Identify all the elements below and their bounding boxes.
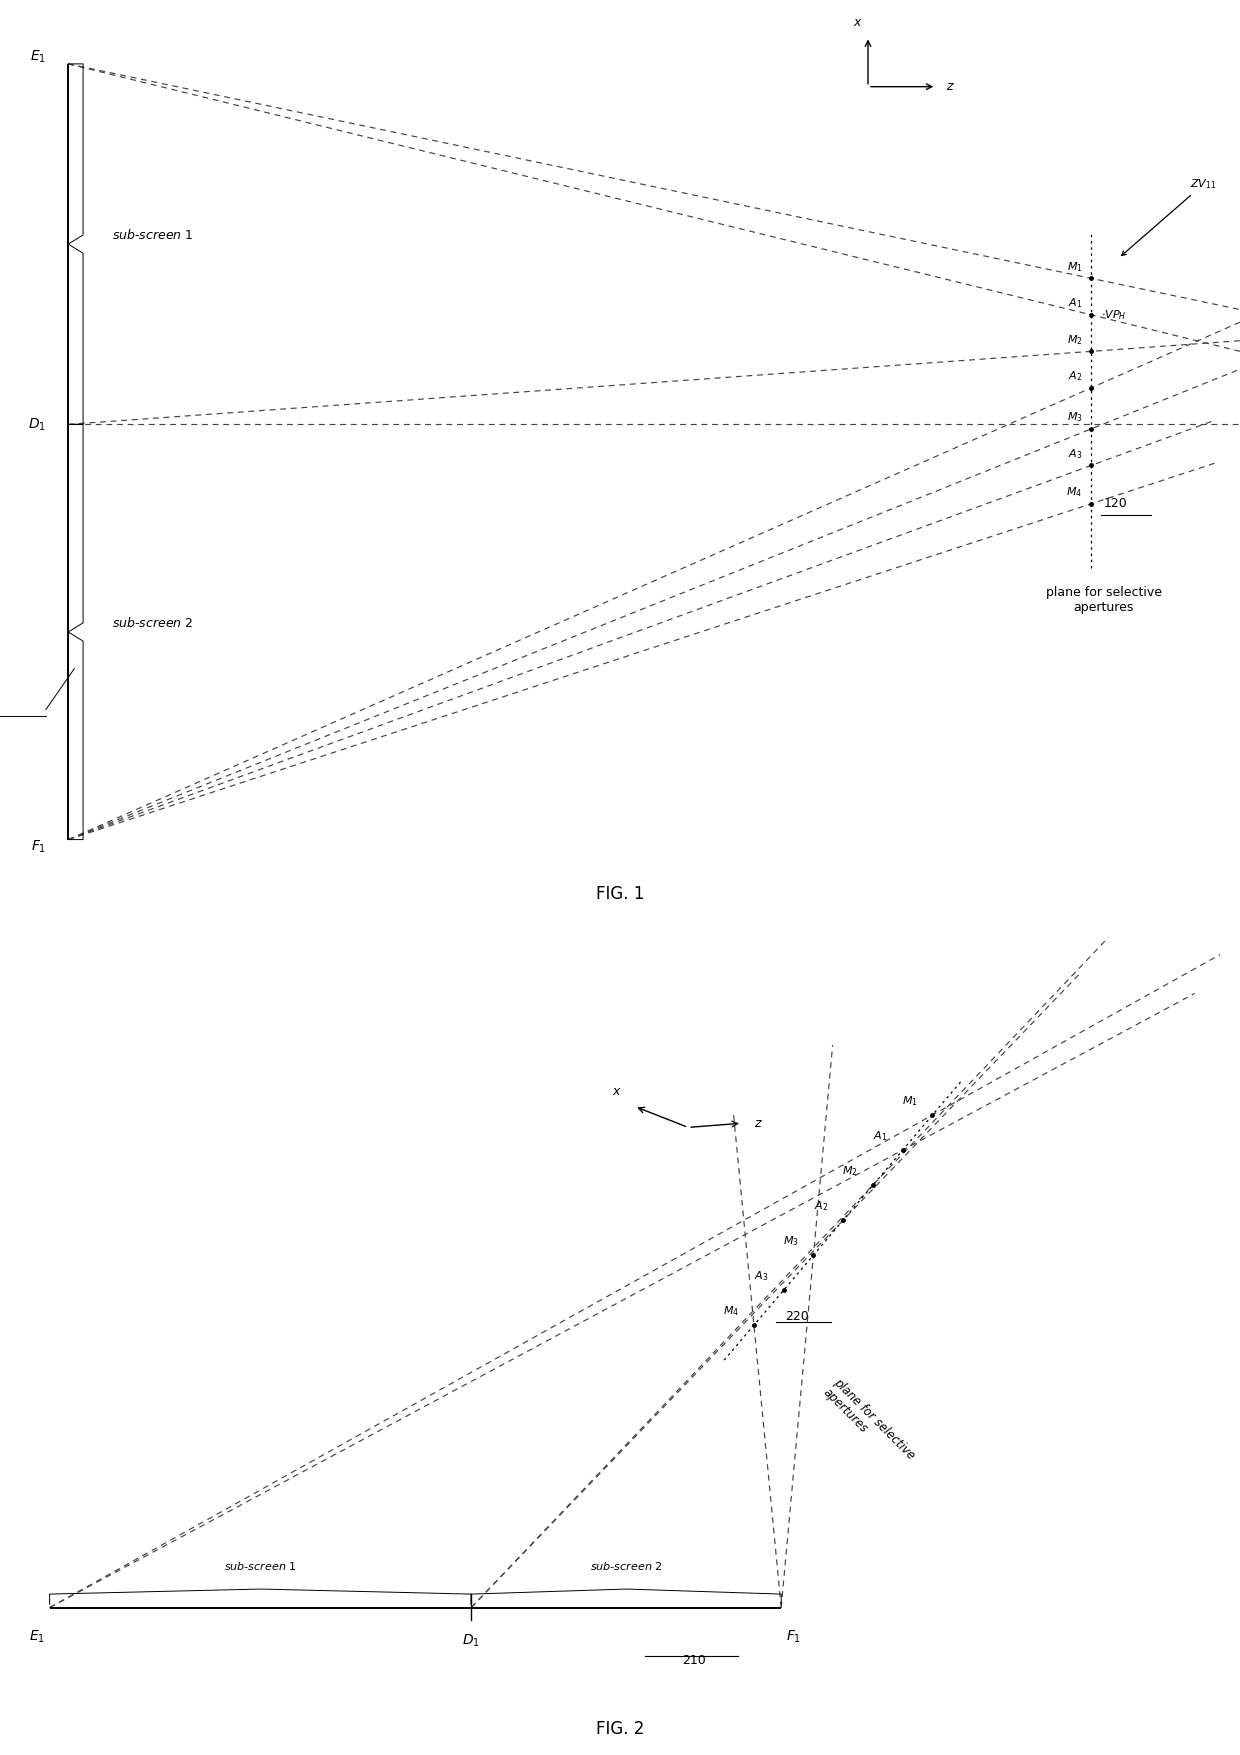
Text: $M_4$: $M_4$ [723,1304,739,1318]
Text: plane for selective
apertures: plane for selective apertures [821,1376,918,1472]
Text: 220: 220 [785,1311,808,1323]
Text: $M_2$: $M_2$ [842,1165,858,1178]
Text: $M_1$: $M_1$ [1066,260,1083,274]
Text: $\cdot VP_H$: $\cdot VP_H$ [1101,307,1127,321]
Text: $E_1$: $E_1$ [30,49,46,65]
Text: 210: 210 [682,1653,707,1667]
Text: $z$: $z$ [946,81,955,93]
Text: FIG. 1: FIG. 1 [595,886,645,904]
Text: $A_2$: $A_2$ [813,1199,828,1213]
Text: $E_1$: $E_1$ [30,1629,45,1644]
Text: $A_1$: $A_1$ [873,1130,888,1143]
Text: $z$: $z$ [754,1116,763,1130]
Text: 120: 120 [1104,497,1127,511]
Text: $A_1$: $A_1$ [1068,297,1083,311]
Text: sub-screen $2$: sub-screen $2$ [590,1560,662,1572]
Text: $A_3$: $A_3$ [1068,448,1083,462]
Text: $x$: $x$ [613,1085,622,1099]
Text: $D_1$: $D_1$ [29,416,46,432]
Text: $M_1$: $M_1$ [901,1095,918,1109]
Text: $A_3$: $A_3$ [754,1269,769,1283]
Text: $M_2$: $M_2$ [1066,333,1083,347]
Text: $D_1$: $D_1$ [463,1632,480,1650]
Text: sub-screen $2$: sub-screen $2$ [112,616,193,630]
Text: FIG. 2: FIG. 2 [595,1720,645,1737]
Text: $F_1$: $F_1$ [786,1629,801,1644]
Text: $M_3$: $M_3$ [1066,411,1083,425]
Text: sub-screen $1$: sub-screen $1$ [224,1560,296,1572]
Text: $M_4$: $M_4$ [1066,486,1083,498]
Text: $x$: $x$ [853,16,863,30]
Text: $ZV_{11}$: $ZV_{11}$ [1122,177,1218,256]
Text: plane for selective
apertures: plane for selective apertures [1045,586,1162,614]
Text: $F_1$: $F_1$ [31,839,46,855]
Text: $M_3$: $M_3$ [782,1234,799,1248]
Text: sub-screen $1$: sub-screen $1$ [112,228,193,242]
Text: $A_2$: $A_2$ [1068,370,1083,383]
